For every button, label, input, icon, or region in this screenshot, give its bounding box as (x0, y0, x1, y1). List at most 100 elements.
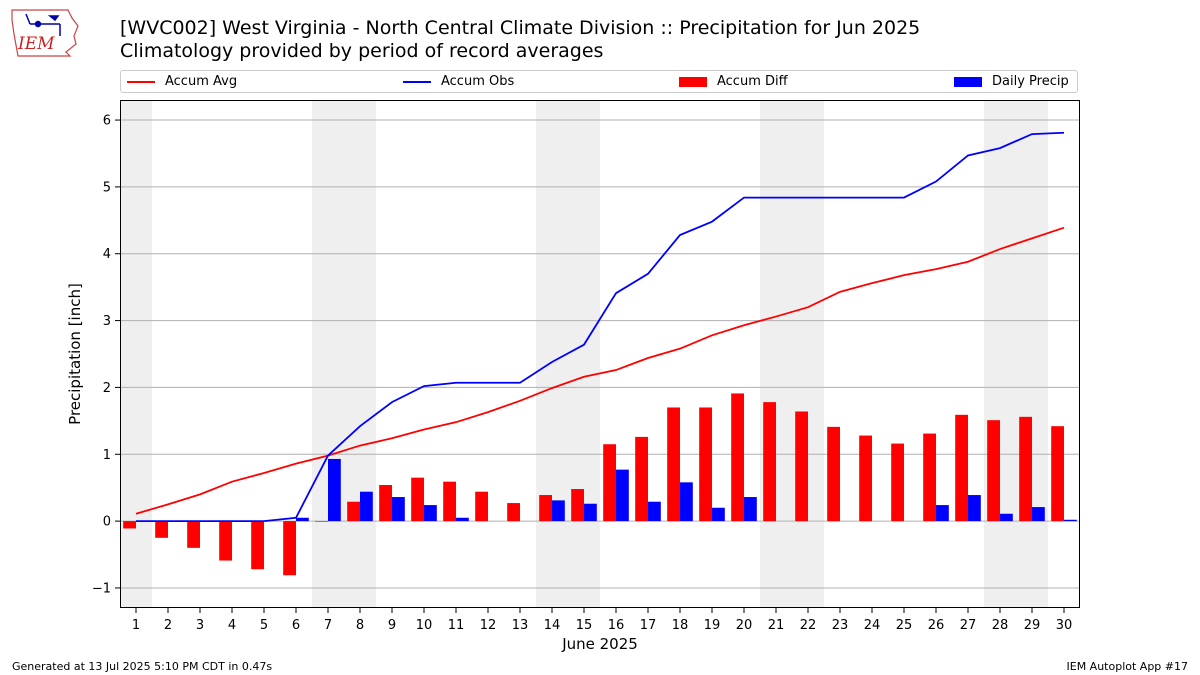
accum-diff-bar-22 (795, 411, 808, 522)
x-tick-label-8: 8 (356, 618, 364, 633)
daily-precip-bar-14 (552, 500, 565, 522)
daily-precip-bar-18 (680, 482, 693, 522)
x-tick-label-26: 26 (928, 618, 945, 633)
x-tick-label-27: 27 (960, 618, 977, 633)
x-tick-label-5: 5 (260, 618, 268, 633)
accum-avg-line (135, 226, 1065, 515)
x-tick-label-7: 7 (324, 618, 332, 633)
x-tick-label-19: 19 (704, 618, 721, 633)
plot-frame (120, 100, 1080, 608)
weather-station-icon (25, 13, 61, 36)
x-tick-label-22: 22 (800, 618, 817, 633)
daily-precip-bar-11 (456, 517, 469, 522)
accum-diff-bar-18 (667, 407, 680, 522)
y-tick-label-1: 1 (103, 448, 111, 463)
y-tick-label-4: 4 (103, 247, 111, 262)
weekend-band-7 (312, 100, 344, 608)
accum-diff-bar-19 (699, 407, 712, 522)
daily-precip-bar-6 (296, 517, 309, 522)
iem-logo: IEM (11, 9, 79, 57)
chart-title: [WVC002] West Virginia - North Central C… (120, 17, 921, 39)
legend-label-accum-diff: Accum Diff (717, 74, 788, 89)
x-tick-label-30: 30 (1056, 618, 1073, 633)
y-tick-label-6: 6 (103, 114, 111, 129)
x-tick-label-24: 24 (864, 618, 881, 633)
accum-diff-bar-17 (635, 436, 648, 522)
legend-swatch-accum-avg (127, 80, 155, 83)
app-credit: IEM Autoplot App #17 (1066, 660, 1189, 673)
x-tick-label-2: 2 (164, 618, 172, 633)
daily-precip-bar-17 (648, 501, 661, 522)
chart-legend: Accum Avg Accum Obs Accum Diff Daily Pre… (120, 70, 1078, 93)
accum-diff-bar-24 (859, 435, 872, 522)
accum-diff-bar-5 (251, 521, 264, 570)
daily-precip-bar-19 (712, 507, 725, 522)
weekend-band-21 (760, 100, 792, 608)
accum-diff-bar-15 (571, 489, 584, 522)
accum-diff-bar-8 (347, 501, 360, 522)
series-lines (135, 131, 1065, 523)
daily-precip-bar-7 (328, 458, 341, 522)
accum-diff-bars (123, 393, 1064, 576)
daily-precip-bar-10 (424, 505, 437, 522)
x-tick-label-29: 29 (1024, 618, 1041, 633)
accum-diff-bar-29 (1019, 416, 1032, 522)
x-tick-label-14: 14 (544, 618, 561, 633)
y-axis-label: Precipitation [inch] (66, 283, 84, 425)
daily-precip-bar-9 (392, 497, 405, 522)
x-axis: 1 2 3 4 5 6 7 8 9 10 11 12 13 14 15 16 17 18 19 20 21 22 23 24 2… (132, 608, 1072, 633)
accum-diff-bar-6 (283, 521, 296, 576)
y-tick-label-2: 2 (103, 381, 111, 396)
x-tick-label-1: 1 (132, 618, 140, 633)
iowa-state-outline-icon (11, 9, 79, 57)
y-axis: −1 0 1 2 3 4 5 6 (92, 114, 120, 596)
x-tick-label-18: 18 (672, 618, 689, 633)
x-tick-label-9: 9 (388, 618, 396, 633)
daily-precip-bar-8 (360, 491, 373, 522)
accum-diff-bar-26 (923, 433, 936, 522)
daily-precip-bar-26 (936, 505, 949, 522)
accum-diff-bar-27 (955, 414, 968, 522)
x-tick-label-6: 6 (292, 618, 300, 633)
accum-diff-bar-4 (219, 521, 232, 561)
accum-diff-bar-23 (827, 426, 840, 522)
x-tick-label-13: 13 (512, 618, 529, 633)
daily-precip-bars (296, 458, 1077, 522)
y-tick-label-0: 0 (103, 515, 111, 530)
x-tick-label-20: 20 (736, 618, 753, 633)
x-tick-label-15: 15 (576, 618, 593, 633)
weekend-band-14 (536, 100, 568, 608)
generated-timestamp: Generated at 13 Jul 2025 5:10 PM CDT in … (12, 660, 273, 673)
weekend-band-28 (984, 100, 1016, 608)
legend-label-accum-obs: Accum Obs (441, 74, 515, 89)
accum-diff-bar-20 (731, 393, 744, 522)
legend-item-accum-diff: Accum Diff (679, 74, 788, 89)
y-tick-label-5: 5 (103, 180, 111, 195)
accum-diff-bar-12 (475, 491, 488, 522)
legend-label-daily-precip: Daily Precip (992, 74, 1069, 89)
x-tick-label-25: 25 (896, 618, 913, 633)
y-tick-label--1: −1 (92, 581, 111, 596)
weekend-band-1 (120, 100, 152, 608)
weekend-band-22 (792, 100, 824, 608)
accum-obs-line (136, 131, 1065, 523)
accum-diff-bar-7 (315, 521, 328, 522)
x-tick-label-16: 16 (608, 618, 625, 633)
weekend-bands (120, 100, 1048, 608)
x-tick-label-4: 4 (228, 618, 236, 633)
x-axis-label: June 2025 (561, 635, 638, 653)
accum-diff-bar-13 (507, 503, 520, 522)
y-tick-label-3: 3 (103, 314, 111, 329)
daily-precip-bar-15 (584, 503, 597, 522)
x-tick-label-10: 10 (416, 618, 433, 633)
accum-diff-bar-21 (763, 402, 776, 522)
accum-diff-bar-14 (539, 495, 552, 522)
legend-swatch-accum-diff (679, 76, 707, 87)
accum-diff-bar-9 (379, 485, 392, 522)
legend-item-daily-precip: Daily Precip (954, 74, 1069, 89)
daily-precip-bar-30 (1064, 519, 1077, 522)
accum-diff-bar-25 (891, 443, 904, 522)
chart-subtitle: Climatology provided by period of record… (120, 40, 604, 62)
accum-diff-bar-10 (411, 477, 424, 522)
accum-diff-bar-28 (987, 420, 1000, 522)
